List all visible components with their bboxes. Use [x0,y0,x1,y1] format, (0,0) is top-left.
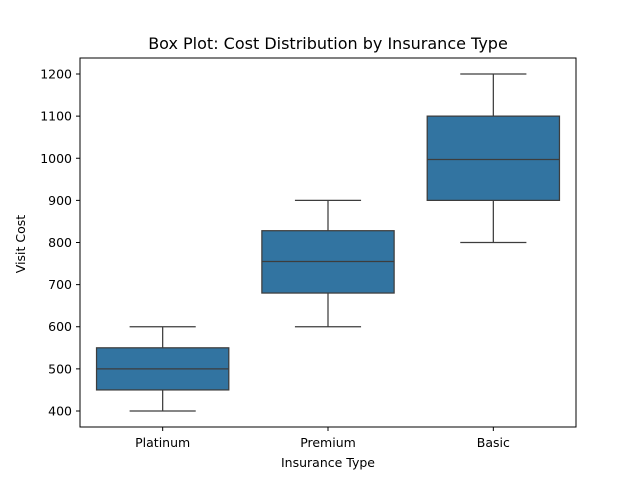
box-basic [426,115,561,202]
chart-title: Box Plot: Cost Distribution by Insurance… [148,34,508,53]
y-tick-label: 600 [48,319,72,334]
y-tick-label: 700 [48,277,72,292]
x-tick-label: Platinum [135,435,190,450]
x-axis-label: Insurance Type [281,455,375,470]
plot-area: 400 500 600 700 800 900 1000 1100 1200 Platinum Pr… [40,57,577,450]
y-tick-label: 1200 [40,67,72,82]
x-tick-label: Premium [300,435,356,450]
y-tick-label: 800 [48,235,72,250]
y-tick-label: 900 [48,193,72,208]
y-tick-label: 1100 [40,109,72,124]
y-tick-label: 400 [48,403,72,418]
y-axis-label: Visit Cost [13,215,28,273]
x-tick-label: Basic [477,435,510,450]
y-tick-label: 500 [48,361,72,376]
y-tick-label: 1000 [40,151,72,166]
